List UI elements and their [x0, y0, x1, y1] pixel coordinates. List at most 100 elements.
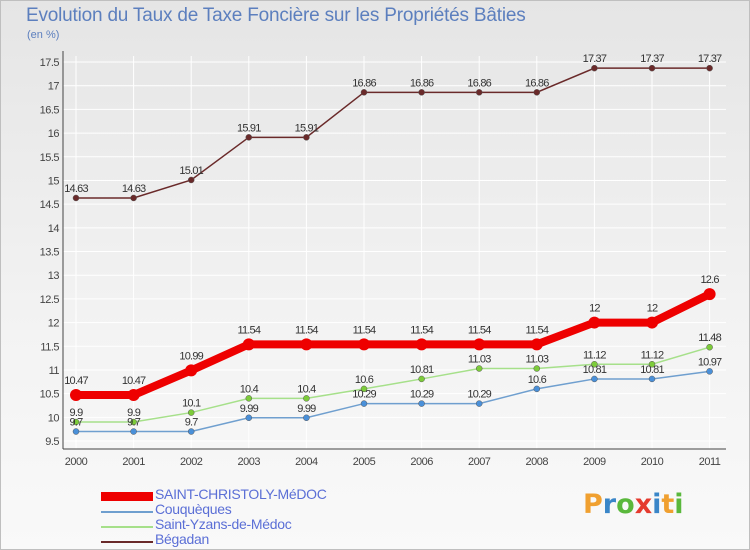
data-label: 10.1 [182, 398, 201, 410]
legend-swatch-begadan [101, 541, 153, 543]
logo-letter: o [616, 489, 635, 520]
data-point [533, 365, 541, 372]
y-tick-label: 17.5 [40, 57, 60, 69]
x-tick-label: 2001 [122, 456, 145, 468]
data-label: 11.54 [295, 324, 318, 336]
data-point [360, 89, 368, 96]
series-line-1 [76, 370, 710, 433]
data-label: 12 [589, 303, 600, 315]
x-tick-label: 2003 [238, 456, 261, 468]
data-label: 9.7 [185, 417, 199, 429]
data-label: 16.86 [525, 77, 549, 89]
data-point [187, 428, 195, 435]
data-label: 10.81 [583, 364, 607, 376]
data-label: 11.12 [641, 349, 664, 361]
data-label: 14.63 [64, 183, 88, 195]
x-tick-label: 2011 [699, 456, 721, 468]
legend-swatch-saint-yzans [101, 526, 153, 528]
data-label: 11.03 [525, 354, 548, 366]
data-label: 16.86 [352, 77, 376, 89]
unit-label: (en %) [27, 29, 60, 41]
y-tick-label: 10 [48, 412, 60, 424]
series-line-0 [76, 290, 712, 400]
series-line-3 [76, 67, 710, 199]
data-label: 10.81 [410, 364, 434, 376]
data-point [418, 89, 425, 96]
data-label: 11.54 [410, 324, 433, 336]
y-tick-label: 14 [48, 223, 60, 235]
data-label: 16.86 [467, 77, 491, 89]
data-point [303, 134, 310, 141]
data-point [127, 389, 140, 402]
data-label: 17.37 [640, 53, 664, 65]
data-point [473, 338, 486, 351]
data-label: 9.7 [70, 417, 84, 429]
x-tick-label: 2005 [353, 456, 376, 468]
data-label: 9.9 [70, 407, 84, 419]
data-point [72, 428, 80, 435]
data-label: 9.99 [240, 403, 259, 415]
data-label: 11.54 [525, 324, 548, 336]
data-point [706, 368, 713, 375]
data-label: 11.54 [237, 324, 260, 336]
data-label: 10.6 [528, 374, 547, 386]
series-line-2 [76, 346, 710, 423]
x-tick-label: 2006 [410, 456, 433, 468]
data-point [588, 316, 601, 329]
legend-label-saint-yzans: Saint-Yzans-de-Médoc [155, 516, 292, 532]
y-tick-label: 13.5 [40, 247, 60, 259]
logo-letter: r [602, 489, 617, 520]
data-label: 11.54 [468, 324, 491, 336]
legend-label-couqueques: Couquèques [155, 501, 232, 517]
data-label: 11.54 [353, 324, 376, 336]
data-label: 10.97 [698, 356, 722, 368]
logo-letter: i [652, 489, 662, 520]
data-label: 10.29 [352, 389, 376, 401]
logo-letter: i [674, 489, 684, 520]
logo-letter: x [634, 489, 653, 520]
data-label: 10.29 [467, 389, 491, 401]
proxiti-logo: Proxiti [583, 489, 684, 520]
data-point [358, 338, 370, 351]
data-point [648, 375, 656, 383]
data-point [360, 400, 368, 407]
data-point [245, 414, 253, 422]
data-point [706, 343, 713, 351]
data-point [418, 375, 425, 383]
data-point [72, 418, 80, 426]
y-tick-label: 11 [49, 365, 60, 377]
data-label: 15.91 [295, 122, 319, 134]
y-tick-label: 17 [48, 81, 60, 93]
data-label: 11.48 [698, 332, 721, 344]
data-label: 9.9 [127, 407, 141, 419]
x-tick-label: 2000 [65, 456, 88, 468]
data-label: 12.6 [700, 274, 719, 286]
data-label: 10.47 [122, 375, 146, 387]
data-label: 10.47 [64, 375, 88, 387]
x-tick-label: 2008 [526, 456, 549, 468]
data-label: 15.91 [237, 122, 261, 134]
chart-title: Evolution du Taux de Taxe Foncière sur l… [26, 5, 526, 26]
y-tick-label: 16 [48, 128, 60, 140]
data-label: 11.12 [583, 349, 606, 361]
x-tick-label: 2009 [583, 456, 606, 468]
data-point [648, 64, 656, 72]
data-label: 9.99 [297, 403, 316, 415]
data-point [187, 409, 195, 416]
data-label: 17.37 [698, 53, 722, 65]
legend-label-begadan: Bégadan [155, 531, 209, 547]
data-point [300, 338, 313, 351]
data-point [475, 365, 483, 372]
data-label: 10.6 [355, 374, 374, 386]
data-point [360, 385, 368, 393]
data-label: 11.03 [468, 354, 491, 366]
data-point [130, 194, 137, 202]
data-label: 10.99 [179, 350, 203, 362]
legend-swatch-couqueques [101, 511, 153, 513]
legend-swatch-saint-christoly [101, 492, 153, 501]
data-label: 10.29 [410, 389, 434, 401]
y-tick-label: 15 [48, 175, 60, 187]
data-point [242, 338, 255, 351]
